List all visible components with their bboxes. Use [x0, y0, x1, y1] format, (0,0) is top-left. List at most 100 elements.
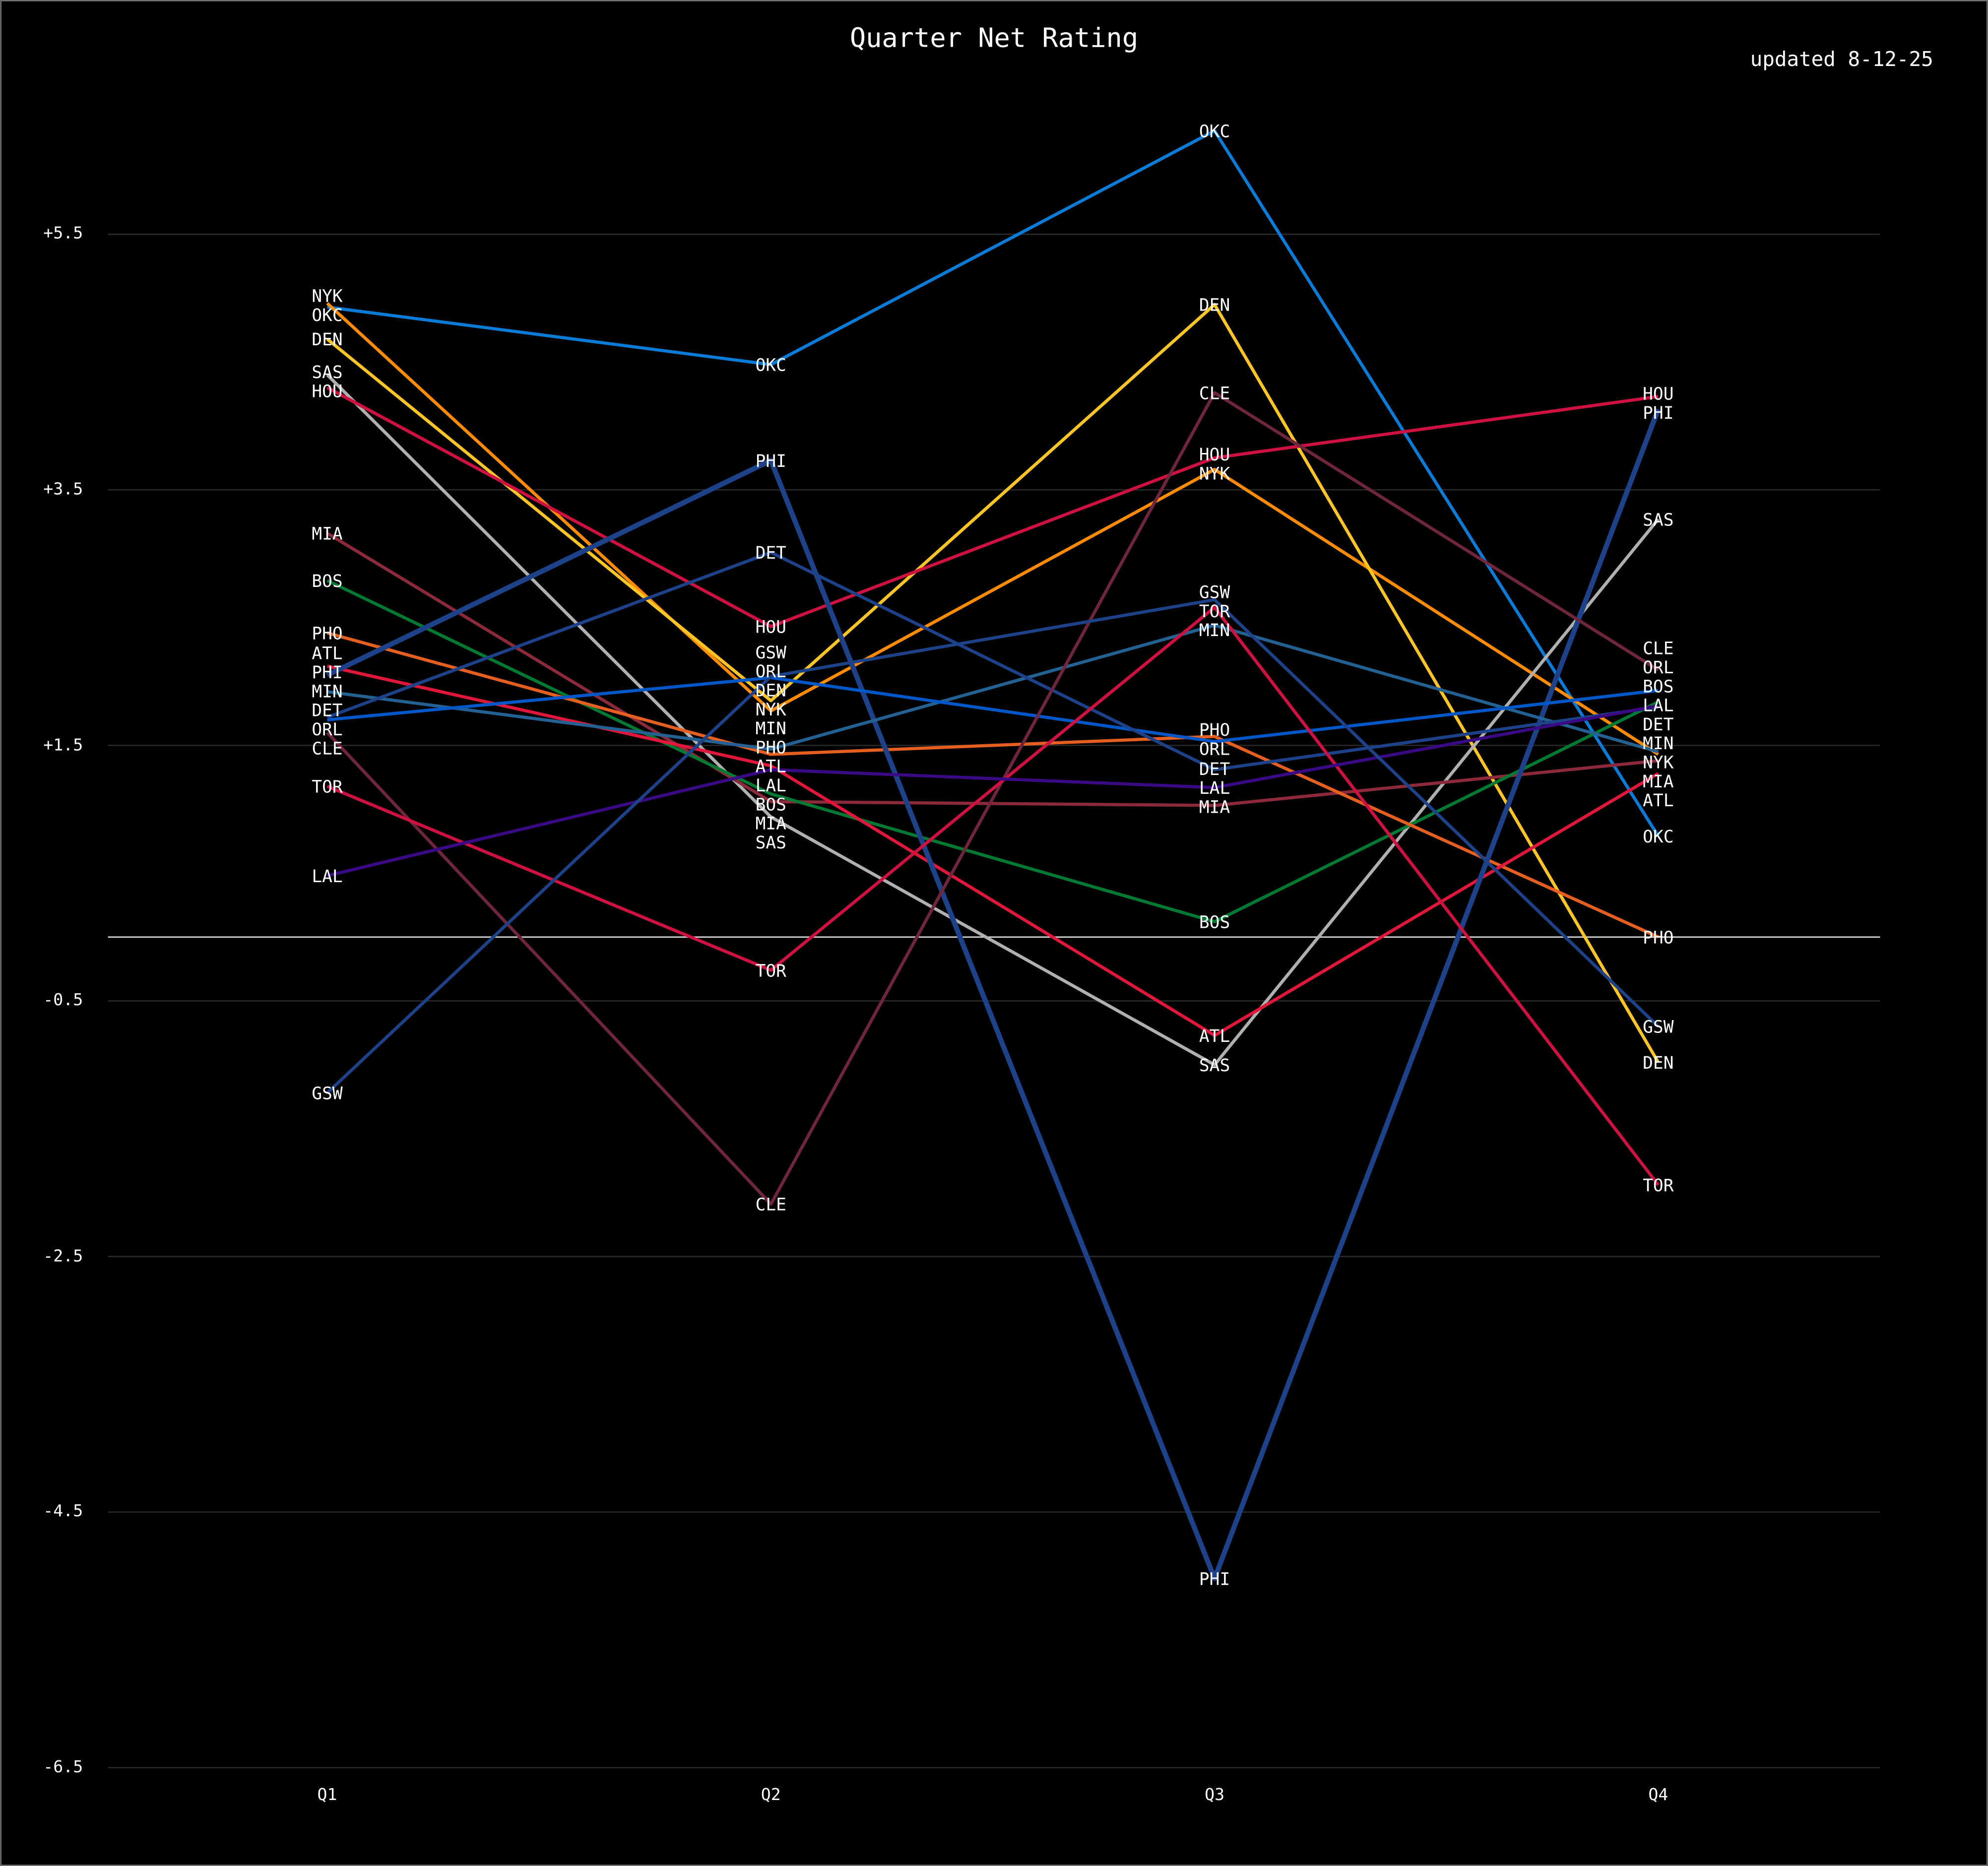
- point-label-tor: TOR: [312, 777, 343, 797]
- point-label-mia: MIA: [1199, 797, 1230, 817]
- series-line-atl: [326, 664, 1659, 1037]
- series-line-hou: [326, 386, 1659, 629]
- y-tick-label: -6.5: [43, 1757, 83, 1776]
- series-line-phi: [326, 408, 1661, 1581]
- series-line-lal: [326, 704, 1659, 878]
- point-label-cle: CLE: [312, 739, 342, 759]
- point-label-lal: LAL: [1643, 696, 1673, 716]
- point-label-okc: OKC: [756, 356, 786, 376]
- point-label-orl: ORL: [312, 720, 342, 740]
- series-line-sas: [326, 374, 1660, 1067]
- point-label-min: MIN: [756, 719, 786, 739]
- point-label-okc: OKC: [1643, 827, 1673, 847]
- series-line-det: [326, 551, 1659, 772]
- point-label-den: DEN: [312, 330, 342, 350]
- updated-note: updated 8-12-25: [1750, 47, 1933, 71]
- point-label-tor: TOR: [756, 961, 787, 981]
- point-label-lal: LAL: [1199, 778, 1230, 798]
- y-tick-label: -2.5: [43, 1246, 83, 1265]
- point-label-sas: SAS: [1643, 510, 1673, 530]
- point-label-mia: MIA: [756, 814, 787, 834]
- point-label-mia: MIA: [312, 524, 343, 544]
- point-label-gsw: GSW: [1643, 1018, 1674, 1037]
- point-label-det: DET: [1643, 715, 1673, 735]
- point-label-phi: PHI: [1643, 403, 1673, 423]
- y-tick-label: -4.5: [43, 1501, 83, 1520]
- point-label-nyk: NYK: [312, 287, 343, 307]
- point-label-atl: ATL: [312, 644, 342, 664]
- point-label-bos: BOS: [1199, 913, 1230, 933]
- point-label-min: MIN: [312, 682, 342, 702]
- point-label-tor: TOR: [1199, 602, 1230, 622]
- point-label-gsw: GSW: [312, 1084, 343, 1104]
- point-label-pho: PHO: [312, 624, 342, 643]
- x-axis-ticks: Q1 Q2 Q3 Q4: [318, 1785, 1668, 1804]
- point-label-sas: SAS: [756, 833, 786, 853]
- point-label-pho: PHO: [756, 738, 786, 758]
- x-tick-label: Q1: [318, 1785, 337, 1804]
- point-label-atl: ATL: [1199, 1027, 1230, 1046]
- point-label-hou: HOU: [756, 618, 786, 638]
- point-label-bos: BOS: [756, 795, 786, 815]
- point-label-hou: HOU: [312, 382, 342, 401]
- y-tick-label: -0.5: [43, 990, 83, 1009]
- point-label-nyk: NYK: [1643, 753, 1674, 773]
- point-label-bos: BOS: [312, 572, 342, 591]
- series-line-orl: [327, 676, 1659, 743]
- point-label-phi: PHI: [756, 451, 786, 471]
- point-label-den: DEN: [1199, 296, 1230, 316]
- y-axis-ticks: +5.5 +3.5 +1.5 -0.5 -2.5 -4.5 -6.5: [43, 223, 83, 1776]
- point-label-den: DEN: [1643, 1053, 1673, 1073]
- point-label-cle: CLE: [1199, 384, 1230, 403]
- point-label-pho: PHO: [1643, 928, 1673, 948]
- point-label-det: DET: [756, 543, 786, 563]
- series-line-pho: [326, 631, 1659, 939]
- point-label-tor: TOR: [1643, 1176, 1674, 1196]
- point-label-hou: HOU: [1199, 445, 1230, 465]
- x-tick-label: Q4: [1648, 1785, 1668, 1804]
- x-tick-label: Q3: [1205, 1785, 1224, 1804]
- point-label-phi: PHI: [312, 663, 342, 683]
- series-line-cle: [326, 391, 1660, 1206]
- point-label-den: DEN: [756, 681, 786, 701]
- series-line-min: [327, 624, 1659, 754]
- point-label-lal: LAL: [312, 867, 342, 887]
- point-labels: NYKOKCDENSASHOUMIABOSPHOATLPHIMINDETORLC…: [312, 122, 1673, 1589]
- point-label-mia: MIA: [1643, 772, 1674, 792]
- series-line-okc: [327, 129, 1660, 837]
- point-label-det: DET: [1199, 760, 1230, 779]
- point-label-cle: CLE: [1643, 639, 1673, 659]
- point-label-sas: SAS: [1199, 1056, 1230, 1076]
- point-label-min: MIN: [1199, 621, 1230, 641]
- point-label-cle: CLE: [756, 1195, 786, 1215]
- point-label-okc: OKC: [1199, 122, 1230, 141]
- point-label-okc: OKC: [312, 306, 342, 325]
- x-tick-label: Q2: [761, 1785, 781, 1804]
- series-line-den: [326, 303, 1660, 1063]
- point-label-atl: ATL: [1643, 791, 1673, 811]
- point-label-sas: SAS: [312, 363, 342, 383]
- series-line-tor: [326, 606, 1660, 1186]
- point-label-bos: BOS: [1643, 677, 1673, 697]
- point-label-nyk: NYK: [756, 700, 787, 720]
- point-label-orl: ORL: [1643, 658, 1673, 678]
- point-label-pho: PHO: [1199, 720, 1230, 740]
- y-tick-label: +3.5: [43, 479, 83, 498]
- series-line-gsw: [326, 598, 1660, 1094]
- point-label-det: DET: [312, 701, 342, 721]
- point-label-nyk: NYK: [1199, 464, 1230, 484]
- point-label-min: MIN: [1643, 734, 1673, 754]
- point-label-atl: ATL: [756, 757, 786, 777]
- y-tick-label: +5.5: [43, 223, 83, 242]
- chart-title: Quarter Net Rating: [850, 22, 1138, 54]
- point-label-gsw: GSW: [1199, 583, 1230, 603]
- point-label-gsw: GSW: [756, 643, 787, 663]
- series-line-mia: [326, 532, 1659, 807]
- y-tick-label: +1.5: [43, 735, 83, 755]
- point-label-phi: PHI: [1199, 1569, 1230, 1589]
- series-lines: [326, 129, 1661, 1581]
- point-label-orl: ORL: [756, 662, 786, 682]
- point-label-orl: ORL: [1199, 739, 1230, 759]
